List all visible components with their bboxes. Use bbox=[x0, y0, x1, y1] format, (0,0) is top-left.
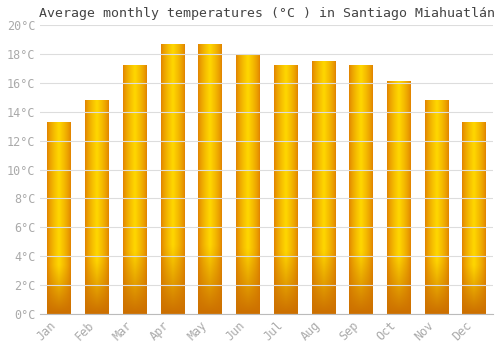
Title: Average monthly temperatures (°C ) in Santiago Miahuatlán: Average monthly temperatures (°C ) in Sa… bbox=[38, 7, 494, 20]
